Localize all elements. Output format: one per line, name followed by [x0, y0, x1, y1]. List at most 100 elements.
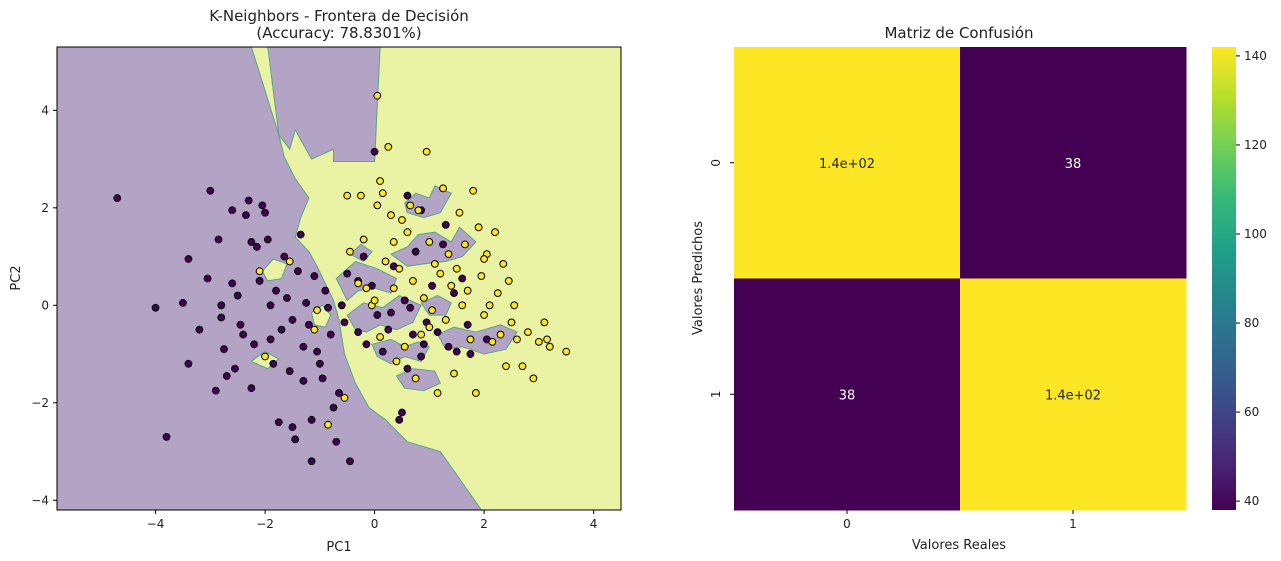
heatmap-cell: [734, 278, 961, 511]
class1-point: [310, 325, 319, 334]
class0-point: [340, 318, 349, 327]
class1-point: [485, 301, 494, 310]
decision-region-class1: [250, 47, 621, 510]
class1-point: [389, 284, 398, 293]
class1-point: [417, 330, 426, 339]
class1-point: [469, 186, 478, 195]
class0-point: [258, 201, 267, 210]
class0-point: [217, 301, 226, 310]
class1-point: [499, 259, 508, 268]
class0-point: [302, 298, 311, 307]
class1-point: [545, 342, 554, 351]
class1-point: [414, 206, 423, 215]
class1-point: [480, 255, 489, 263]
colorbar-tick-label: 40: [1244, 494, 1259, 508]
heatmap-cells: 1.4e+02 38 38 1.4e+02: [734, 47, 1187, 511]
class1-point: [450, 369, 458, 378]
class0-point: [113, 194, 122, 202]
class0-point: [263, 235, 272, 244]
class0-point: [269, 359, 278, 368]
class1-point: [439, 184, 447, 193]
class1-point: [324, 420, 332, 429]
colorbar-tick-label: 60: [1244, 405, 1259, 419]
class1-point: [461, 240, 469, 249]
class0-point: [222, 372, 231, 380]
heatmap-cell: [734, 47, 961, 279]
class1-point: [389, 238, 398, 246]
class0-point: [280, 252, 289, 261]
class0-point: [403, 191, 412, 200]
class0-point: [419, 340, 428, 349]
class0-point: [195, 325, 204, 334]
class0-point: [217, 313, 226, 322]
colorbar-tick-label: 100: [1244, 227, 1267, 241]
heatmap-cell-label: 1.4e+02: [1045, 388, 1101, 403]
class0-point: [296, 230, 305, 239]
class1-point: [346, 247, 354, 256]
colorbar-tick-label: 80: [1244, 316, 1259, 330]
class0-point: [266, 335, 275, 344]
class0-point: [162, 432, 171, 441]
colorbar-ticks: 40 60 80 100 120 140: [1236, 49, 1267, 508]
class0-point: [231, 364, 239, 373]
scatter-x-tick-label: −4: [147, 517, 165, 531]
scatter-x-axis-label: PC1: [326, 540, 351, 555]
class1-point: [447, 281, 456, 290]
class0-point: [370, 147, 379, 156]
class1-point: [471, 389, 480, 397]
class1-point: [425, 238, 434, 246]
class0-point: [359, 252, 368, 261]
class0-point: [403, 364, 412, 373]
class1-point: [463, 286, 472, 295]
scatter-title-line2: (Accuracy: 78.8301%): [256, 24, 421, 42]
scatter-y-tick-label: 4: [41, 103, 49, 117]
class1-point: [359, 235, 368, 244]
colorbar-tick-label: 120: [1244, 138, 1267, 152]
class0-point: [313, 347, 321, 356]
class1-point: [373, 201, 382, 210]
heatmap-x-tick-label: 0: [843, 517, 851, 531]
class1-point: [354, 279, 363, 288]
scatter-y-tick-label: −4: [31, 493, 49, 507]
class0-point: [318, 374, 327, 383]
heatmap-cell-label: 1.4e+02: [819, 157, 875, 172]
class1-point: [534, 337, 543, 346]
class1-point: [378, 189, 387, 198]
class1-point: [255, 267, 264, 276]
class1-point: [376, 177, 384, 185]
class0-point: [283, 294, 291, 302]
decision-island-class0-2: [335, 260, 398, 302]
class1-point: [419, 294, 428, 302]
class1-point: [403, 228, 412, 237]
class1-point: [411, 374, 420, 383]
decision-island-class0-6: [436, 324, 518, 355]
class1-point: [452, 264, 461, 273]
class1-point: [343, 191, 352, 200]
class0-point: [387, 308, 395, 317]
class0-point: [321, 286, 330, 295]
class0-point: [203, 274, 212, 283]
class1-point: [381, 257, 390, 266]
class0-point: [220, 345, 228, 354]
class0-point: [299, 342, 308, 351]
class1-point: [400, 342, 409, 351]
class0-point: [354, 328, 363, 337]
class0-point: [307, 415, 316, 424]
class0-point: [384, 325, 393, 334]
class0-point: [211, 386, 220, 395]
class0-point: [151, 303, 160, 312]
class0-point: [252, 242, 261, 251]
class0-point: [285, 367, 294, 376]
decision-island-class0-1: [390, 226, 477, 267]
class0-point: [417, 352, 426, 361]
class1-point: [491, 228, 499, 237]
class1-point: [444, 250, 453, 259]
class0-point: [228, 279, 237, 288]
class0-point: [439, 240, 447, 249]
heatmap-y-axis-label: Valores Predichos: [691, 221, 706, 335]
class1-point: [425, 323, 434, 332]
class0-point: [324, 303, 332, 312]
class0-point: [428, 281, 436, 290]
class1-point: [384, 143, 393, 151]
heatmap-x-tick-label: 1: [1069, 517, 1077, 531]
